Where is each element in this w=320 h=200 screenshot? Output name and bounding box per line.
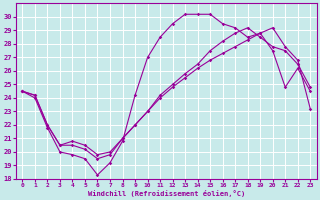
X-axis label: Windchill (Refroidissement éolien,°C): Windchill (Refroidissement éolien,°C) bbox=[88, 190, 245, 197]
